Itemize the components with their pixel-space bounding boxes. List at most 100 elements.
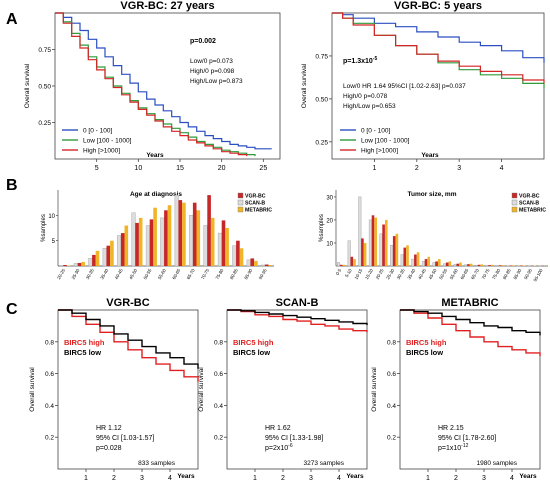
plot-frame: [57, 309, 199, 470]
confidence-interval: 95% CI [1.33-1.98]: [265, 435, 323, 442]
x-tick-label: 90-95: [523, 268, 533, 281]
y-tick-label: 0.6: [387, 371, 396, 378]
y-tick-label: 20: [326, 218, 333, 224]
x-tick-label: 45-50: [428, 268, 438, 281]
bar-metabric: [239, 248, 244, 266]
bar-metabric: [416, 252, 420, 266]
bar-scanb: [131, 212, 136, 267]
bar-vgrbc: [250, 258, 255, 266]
bar-scanb: [443, 263, 447, 267]
x-tick-label: 75-80: [215, 268, 225, 281]
x-tick-label: 2: [281, 475, 285, 482]
bar-scanb: [464, 264, 468, 267]
chart-title: VGR-BC: 27 years: [120, 0, 214, 12]
bar-scanb: [102, 248, 107, 267]
series-line-1: [227, 309, 368, 326]
series-line-0: [227, 309, 368, 333]
series-line-0: [332, 12, 545, 63]
bar-vgrbc: [361, 238, 364, 266]
x-tick-label: 50-55: [438, 268, 448, 281]
bar-metabric: [438, 259, 441, 266]
y-tick-label: 0.4: [214, 403, 223, 410]
bar-scanb: [88, 258, 93, 267]
y-tick-label: 0.25: [315, 139, 328, 146]
bar-vgrbc: [63, 265, 67, 266]
bar-scanb: [117, 235, 122, 267]
chart-title: VGR-BC: 5 years: [394, 0, 482, 12]
x-tick-label: 1: [426, 475, 430, 482]
bar-vgrbc: [498, 265, 502, 266]
chart-km-27-years: VGR-BC: 27 years 0.25 0.50 0.75 5 10 15 20 25 Yea…: [24, 0, 281, 172]
p-exponent: -6: [288, 443, 293, 449]
p-exponent: -12: [461, 443, 468, 449]
x-tick-label: 5-10: [344, 268, 353, 279]
bar-vgrbc: [403, 247, 407, 266]
bar-scanb: [379, 233, 383, 267]
y-axis-label: Overall survival: [198, 367, 205, 412]
bar-vgrbc: [149, 219, 154, 266]
comparison-high-0: High/0 p=0.098: [190, 68, 235, 75]
panel-label-b: B: [6, 177, 18, 194]
bar-vgrbc: [135, 222, 139, 266]
x-tick-label: 45-50: [128, 268, 138, 281]
x-tick-label: 55-60: [157, 268, 167, 281]
bar-vgrbc: [509, 265, 513, 266]
x-tick-label: 80-85: [502, 268, 512, 281]
y-tick-label: 0.2: [387, 435, 396, 442]
bar-metabric: [512, 265, 515, 266]
legend-swatch: [511, 206, 518, 213]
legend-label: Low [100 - 1000]: [361, 138, 410, 145]
bar-scanb: [485, 265, 489, 267]
bar-scanb: [189, 215, 194, 267]
bar-scanb: [368, 219, 372, 267]
y-tick-label: 10: [48, 214, 55, 220]
x-tick-label: 10: [134, 165, 142, 172]
y-tick-label: 0.4: [387, 403, 396, 410]
p-value: p=1.3x10-5: [343, 56, 377, 65]
plot-frame: [399, 309, 541, 470]
bar-metabric: [153, 207, 157, 266]
bar-scanb: [432, 262, 436, 267]
bar-vgrbc: [414, 254, 417, 266]
x-tick-label: 10-15: [353, 268, 363, 281]
p-value: p=0.028: [96, 445, 122, 452]
x-tick-label: 95-100: [532, 268, 543, 283]
legend-swatch: [511, 199, 518, 206]
bar-vgrbc: [77, 263, 82, 266]
x-tick-label: 90-95: [258, 268, 268, 281]
x-tick-label: 20: [218, 165, 226, 172]
bar-vgrbc: [264, 264, 269, 266]
x-tick-label: 60-65: [459, 268, 469, 281]
bar-scanb: [174, 194, 179, 267]
bar-scanb: [496, 265, 500, 267]
bar-metabric: [66, 265, 71, 266]
bar-vgrbc: [488, 265, 491, 266]
y-tick-label: 0.8: [387, 339, 396, 346]
bar-vgrbc: [382, 224, 385, 266]
bar-metabric: [480, 264, 483, 266]
x-axis-label: Years: [421, 152, 439, 159]
bar-metabric: [491, 264, 494, 266]
series-line-1: [58, 309, 199, 369]
bar-vgrbc: [339, 264, 343, 266]
bar-vgrbc: [120, 233, 125, 266]
chart-km-vgr-bc: VGR-BC 0.2 0.4 0.6 0.8 1 2 3 4 Years Overall survi…: [29, 297, 199, 482]
bar-metabric: [110, 240, 114, 266]
bar-vgrbc: [178, 200, 183, 266]
hazard-ratio: HR 1.12: [96, 425, 122, 432]
bar-metabric: [210, 217, 215, 266]
legend-label: VGR-BC: [245, 194, 266, 200]
x-tick-label: 15-20: [364, 268, 374, 281]
y-axis-label: %samples: [319, 214, 325, 242]
sample-count: 3273 samples: [304, 460, 345, 467]
x-tick-label: 1: [84, 475, 88, 482]
y-tick-label: 0.8: [45, 339, 54, 346]
p-value: p=0.002: [190, 38, 216, 45]
y-tick-label: 0.75: [38, 47, 51, 54]
x-tick-label: 40-45: [114, 268, 124, 281]
comparison-low-0: Low/0 HR 1.64 95%CI [1.02-2.63] p=0.037: [343, 83, 466, 90]
x-tick-label: 30-35: [85, 268, 95, 281]
x-tick-label: 2: [112, 475, 116, 482]
bar-vgrbc: [445, 262, 449, 266]
bar-scanb: [400, 254, 404, 267]
